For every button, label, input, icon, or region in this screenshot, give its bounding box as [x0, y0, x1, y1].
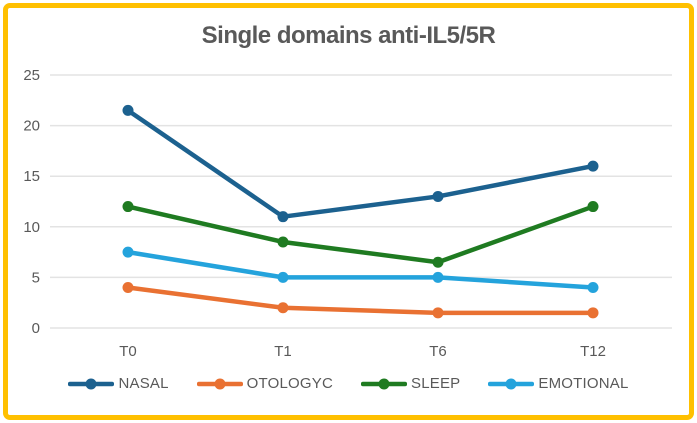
series-line-sleep [125, 204, 596, 265]
legend-label: NASAL [118, 375, 169, 392]
data-point-marker-otologyc [277, 302, 289, 314]
y-tick-label: 20 [23, 118, 40, 135]
legend-item-emotional: EMOTIONAL [488, 375, 628, 392]
data-point-marker-emotional [277, 271, 289, 283]
x-tick-label: T6 [429, 343, 447, 360]
legend-item-sleep: SLEEP [361, 375, 460, 392]
y-tick-label: 25 [23, 67, 40, 84]
legend-line-marker-icon [488, 378, 535, 389]
data-point-marker-otologyc [122, 282, 134, 294]
data-point-marker-otologyc [587, 307, 599, 319]
data-point-marker-nasal [122, 104, 134, 116]
data-point-marker-sleep [277, 236, 289, 248]
data-point-marker-sleep [587, 201, 599, 213]
series-line-emotional [125, 249, 596, 290]
data-point-marker-emotional [587, 282, 599, 294]
y-tick-label: 10 [23, 219, 40, 236]
data-point-marker-sleep [122, 201, 134, 213]
legend-item-otologyc: OTOLOGYC [196, 375, 333, 392]
data-point-marker-nasal [587, 160, 599, 172]
legend-line-marker-icon [361, 378, 407, 389]
legend-line-marker-icon [196, 378, 243, 389]
y-tick-label: 0 [32, 320, 40, 337]
series-line-nasal [125, 108, 596, 219]
legend-label: EMOTIONAL [538, 375, 629, 392]
chart-legend: NASAL OTOLOGYC SLEEP EMOTIONAL [0, 375, 697, 392]
x-tick-label: T12 [580, 343, 606, 360]
data-point-marker-emotional [122, 246, 134, 258]
legend-line-marker-icon [68, 378, 115, 389]
legend-label: OTOLOGYC [246, 375, 333, 392]
data-point-marker-otologyc [432, 307, 444, 319]
series-line-otologyc [125, 285, 596, 316]
y-tick-label: 15 [23, 168, 40, 185]
legend-item-nasal: NASAL [68, 375, 168, 392]
chart-title: Single domains anti-IL5/5R [201, 22, 496, 49]
legend-label: SLEEP [411, 375, 461, 392]
data-point-marker-nasal [432, 190, 444, 202]
data-point-marker-sleep [432, 256, 444, 268]
x-tick-label: T1 [274, 343, 292, 360]
x-tick-label: T0 [119, 343, 137, 360]
data-point-marker-emotional [432, 271, 444, 283]
data-point-marker-nasal [277, 211, 289, 223]
y-tick-label: 5 [32, 269, 40, 286]
